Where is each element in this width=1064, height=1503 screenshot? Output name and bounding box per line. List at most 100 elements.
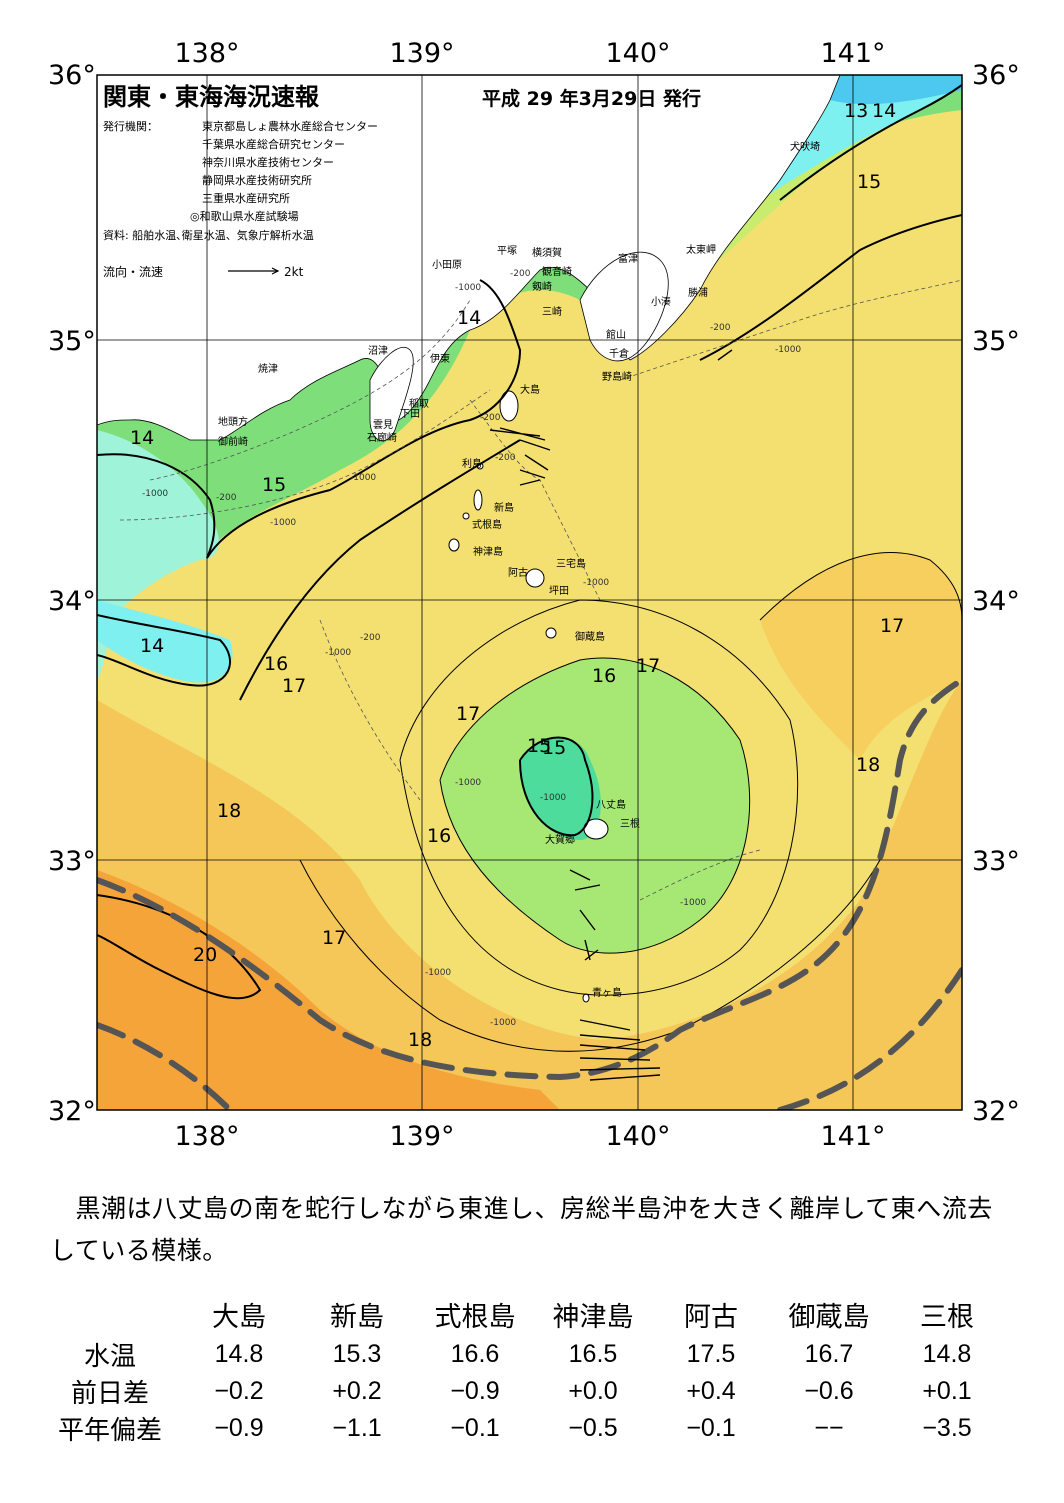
- isotherm-label: 17: [880, 615, 904, 637]
- lon-tick-141-bottom: 141°: [820, 1121, 885, 1152]
- report-title: 関東・東海海況速報: [103, 83, 320, 111]
- issuer: 静岡県水産技術研究所: [202, 173, 312, 187]
- kuroshio-south-east: [777, 967, 962, 1110]
- lat-tick-35-left: 35°: [48, 326, 96, 357]
- depth-label: -1000: [350, 473, 376, 483]
- cell: −0.2: [214, 1377, 264, 1405]
- isotherm-18: [299, 859, 881, 1052]
- place-name: 伊東: [430, 352, 450, 365]
- observation-table: 大島 新島 式根島 神津島 阿古 御蔵島 三根 水温 14.8 15.3 16.…: [40, 1292, 1006, 1447]
- row-label: 前日差: [70, 1379, 149, 1409]
- issuer: 三重県水産研究所: [202, 191, 290, 205]
- station-name: 新島: [330, 1301, 384, 1332]
- island-kozushima: [448, 538, 460, 552]
- cell: −0.1: [686, 1414, 736, 1442]
- depth-label: -1000: [775, 345, 801, 355]
- lat-tick-34-right: 34°: [972, 586, 1020, 617]
- isotherm-label: 16: [264, 653, 288, 675]
- row-water-temp: 水温 14.8 15.3 16.6 16.5 17.5 16.7 14.8: [40, 1336, 1006, 1373]
- isotherm-14-west: [97, 453, 216, 559]
- lat-tick-33-right: 33°: [972, 846, 1020, 877]
- issuers-label: 発行機関：: [103, 119, 158, 133]
- cell: 16.7: [804, 1340, 854, 1368]
- cell: −0.1: [450, 1414, 500, 1442]
- isotherm-15-west: [206, 279, 522, 559]
- cell: 17.5: [686, 1340, 736, 1368]
- isotherm-label: 14: [457, 307, 481, 329]
- isotherm-label: 16: [592, 665, 616, 687]
- place-name: 沼津: [368, 344, 388, 357]
- place-name: 焼津: [258, 363, 278, 375]
- row-label: 水温: [83, 1342, 136, 1372]
- place-name: 勝浦: [688, 286, 708, 299]
- issuer: 千葉県水産総合研究センター: [202, 137, 345, 151]
- issuer: 東京都島しょ農林水産総合センター: [202, 119, 378, 133]
- isotherm-label: 17: [636, 655, 660, 677]
- lon-tick-141-top: 141°: [820, 38, 885, 69]
- place-name: 雲見: [373, 419, 393, 431]
- summary-indent: [50, 1194, 76, 1223]
- place-name: 館山: [606, 328, 626, 341]
- station-name: 大島: [212, 1301, 266, 1332]
- lat-tick-32-right: 32°: [972, 1096, 1020, 1127]
- place-name: 神津島: [473, 545, 503, 558]
- issue-date: 平成 29 年3月29日 発行: [482, 87, 701, 110]
- depth-label: -1000: [425, 968, 451, 978]
- place-name: 三根: [620, 817, 640, 830]
- lat-tick-32-left: 32°: [48, 1096, 96, 1127]
- place-name: 野島崎: [602, 370, 632, 383]
- lon-tick-140-bottom: 140°: [605, 1121, 670, 1152]
- depth-label: -1000: [583, 578, 609, 588]
- island-miyakejima: [525, 568, 545, 588]
- place-name: 小湊: [651, 295, 671, 308]
- cell: 16.6: [450, 1340, 500, 1368]
- place-name: 千倉: [609, 347, 629, 360]
- place-name: 横須賀: [532, 246, 562, 259]
- island-oshima: [499, 390, 519, 422]
- lat-tick-36-right: 36°: [972, 60, 1020, 91]
- data-sources: 資料: 船舶水温､衛星水温、気象庁解析水温: [103, 228, 314, 242]
- cell: 15.3: [332, 1340, 382, 1368]
- station-name: 御蔵島: [788, 1301, 870, 1332]
- place-name: 新島: [494, 501, 514, 514]
- isotherm-label: 13: [844, 100, 868, 122]
- station-name: 式根島: [434, 1301, 516, 1332]
- depth-label: -200: [480, 413, 501, 423]
- cell: −0.9: [214, 1414, 264, 1442]
- isotherm-labels: 13 14 15 14 14 15 15 14 16 17 17 16 17 1…: [130, 100, 904, 1051]
- cell: −1.1: [332, 1414, 382, 1442]
- depth-label: -200: [360, 633, 381, 643]
- isotherm-label: 14: [130, 427, 154, 449]
- depth-contours: [119, 279, 962, 901]
- place-name: 稲取: [409, 398, 429, 410]
- isotherm-14-east: [779, 84, 962, 201]
- isotherms: [97, 84, 962, 1000]
- isotherm-label: 18: [408, 1029, 432, 1051]
- depth-label: -200: [216, 493, 237, 503]
- isotherm-label: 17: [282, 675, 306, 697]
- place-name: 八丈島: [596, 798, 626, 811]
- temperature-zones: [97, 75, 962, 1110]
- row-normal-deviation: 平年偏差 −0.9 −1.1 −0.1 −0.5 −0.1 −− −3.5: [40, 1410, 1006, 1447]
- island-mikurajima: [545, 627, 557, 639]
- island-shikinejima: [462, 512, 470, 520]
- depth-label: -1000: [142, 489, 168, 499]
- station-name: 阿古: [684, 1301, 738, 1332]
- cell: 16.5: [568, 1340, 618, 1368]
- summary-body: 黒潮は八丈島の南を蛇行しながら東進し、房総半島沖を大きく離岸して東へ流去している…: [50, 1194, 993, 1265]
- depth-label: -1000: [325, 648, 351, 658]
- place-names: 犬吠埼 太東岬 勝浦 小湊 富津 館山 千倉 野島崎 横須賀 観音崎 平塚 剱崎…: [218, 140, 820, 999]
- sea-temperature-map: 138° 139° 140° 141° 138° 139° 140° 141° …: [48, 38, 1020, 1152]
- land-honshu: [97, 75, 841, 441]
- depth-label: -1000: [455, 283, 481, 293]
- place-name: 観音崎: [542, 265, 572, 278]
- lat-tick-34-left: 34°: [48, 586, 96, 617]
- cell: +0.0: [568, 1377, 618, 1405]
- lon-tick-140-top: 140°: [605, 38, 670, 69]
- isotherm-17-east: [759, 552, 962, 621]
- land-boso: [579, 251, 669, 362]
- isotherm-label: 17: [456, 703, 480, 725]
- place-name: 大賀郷: [545, 833, 575, 846]
- depth-label: -200: [495, 453, 516, 463]
- cell: −0.9: [450, 1377, 500, 1405]
